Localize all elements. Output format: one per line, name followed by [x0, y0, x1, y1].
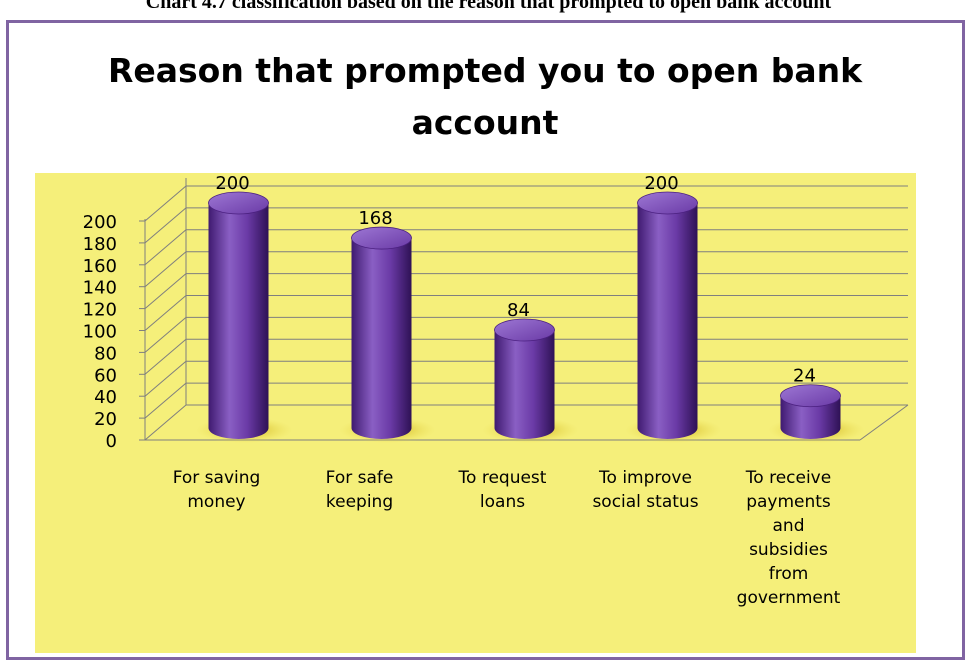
y-tick-label: 140	[83, 278, 117, 299]
chart-title: Reason that prompted you to open bank ac…	[107, 51, 863, 142]
gridline-side	[144, 317, 187, 353]
gridline-side	[144, 251, 187, 288]
x-category-label: To receive payments and subsidies from govern…	[736, 468, 841, 608]
page-caption: Chart 4.7 classification based on the re…	[145, 0, 832, 13]
gridline-side	[144, 295, 187, 331]
bars	[196, 191, 865, 443]
data-label: 200	[644, 173, 678, 194]
y-tick-label: 20	[94, 409, 117, 430]
x-category-label: To improve social status	[592, 468, 699, 512]
bar-top	[351, 226, 412, 250]
data-labels: 200 168 84 200 24	[215, 173, 816, 387]
gridline-side	[144, 229, 187, 266]
bar	[351, 226, 412, 439]
bar-body	[208, 203, 269, 439]
y-tick-label: 40	[94, 387, 117, 408]
data-label: 24	[793, 366, 816, 387]
data-label: 84	[507, 300, 530, 321]
y-tick-label: 180	[83, 234, 117, 255]
bar-top	[637, 191, 698, 215]
y-tick-label: 100	[83, 322, 117, 343]
bar	[637, 191, 698, 439]
floor-right-edge	[859, 404, 909, 441]
data-label: 168	[358, 208, 392, 229]
y-tick-label: 60	[94, 365, 117, 386]
y-tick-label: 160	[83, 256, 117, 277]
gridline-side	[144, 207, 187, 244]
y-tick-label: 0	[106, 431, 117, 452]
gridline-side	[144, 273, 187, 309]
bar-top	[208, 191, 269, 215]
bar-top	[780, 384, 841, 408]
x-category-label: To request loans	[458, 468, 547, 512]
bar	[494, 318, 555, 439]
gridline-side	[144, 185, 187, 222]
gridline-side	[144, 338, 187, 375]
y-tick-label: 80	[94, 343, 117, 364]
bar	[780, 384, 841, 439]
gridline-side	[144, 404, 187, 441]
bar-body	[351, 238, 412, 439]
bar-body	[494, 330, 555, 439]
plot-area	[35, 173, 916, 653]
data-label: 200	[215, 173, 249, 194]
x-category-label: For safe keeping	[325, 468, 394, 512]
x-category-label: For saving money	[172, 468, 261, 512]
gridline-side	[144, 382, 187, 419]
bar	[208, 191, 269, 439]
gridline-side	[144, 360, 187, 397]
bar-body	[780, 395, 841, 439]
y-tick-label: 120	[83, 300, 117, 321]
bar-top	[494, 318, 555, 342]
bar-body	[637, 203, 698, 439]
y-tick-label: 200	[83, 212, 117, 233]
